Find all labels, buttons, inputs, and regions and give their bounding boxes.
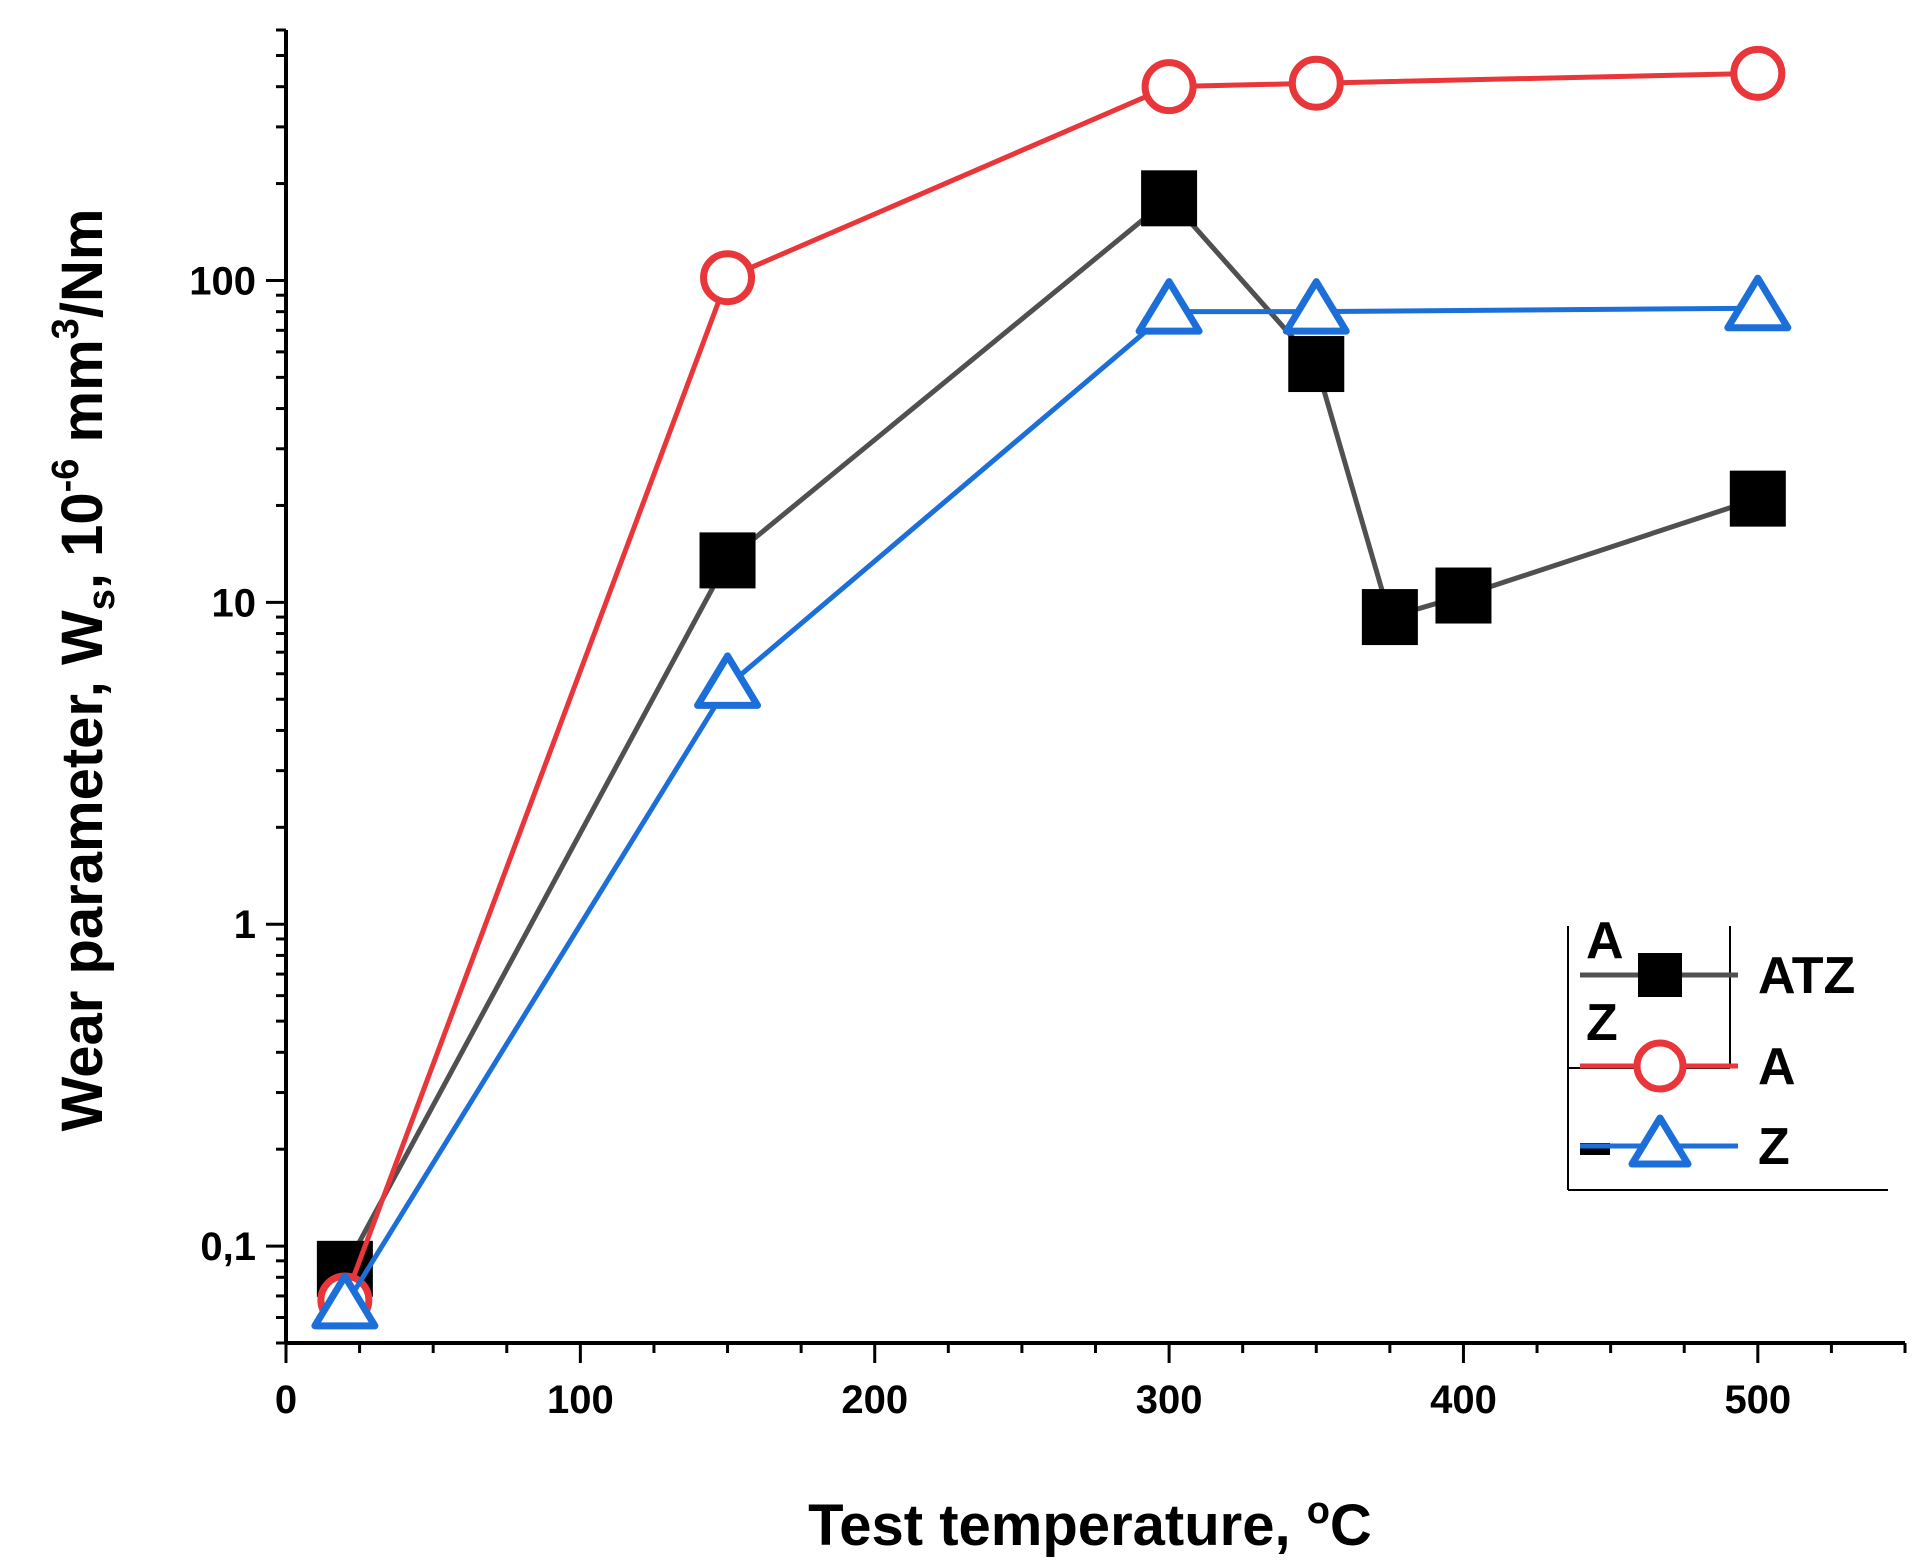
tick-labels: 0 100 200 300 400 500 0,1 1 10 100 <box>189 259 1791 1422</box>
series-line-z <box>342 305 1758 1308</box>
legend-marker-z <box>1628 1114 1692 1168</box>
data-point-a <box>700 250 756 306</box>
data-point-atz <box>1435 567 1492 624</box>
y-tick-label: 1 <box>234 903 256 947</box>
legend-label-atz: ATZ <box>1758 947 1855 1005</box>
legend: A Z ATZ A Z <box>1567 912 1888 1191</box>
data-point-z <box>1724 274 1792 332</box>
x-tick-label: 300 <box>1136 1378 1203 1422</box>
data-point-z <box>694 652 762 709</box>
data-point-z <box>311 1272 379 1330</box>
legend-entry-a: A <box>1580 1038 1796 1096</box>
x-tick-label: 500 <box>1724 1378 1791 1422</box>
legend-artifact-text: A <box>1586 912 1624 970</box>
y-axis-title: Wear parameter, Ws, 10-6 mm3/Nm <box>45 209 123 1132</box>
x-tick-label: 100 <box>547 1378 614 1422</box>
data-point-a <box>1141 59 1197 115</box>
x-tick-label: 400 <box>1430 1378 1497 1422</box>
x-axis-title: Test temperature, oC <box>808 1490 1372 1558</box>
legend-marker-a <box>1633 1039 1687 1093</box>
legend-label-z: Z <box>1758 1118 1790 1176</box>
data-point-atz <box>1729 470 1786 527</box>
legend-marker-atz <box>1638 953 1682 997</box>
data-point-atz <box>1141 170 1198 227</box>
series-layer <box>311 45 1792 1330</box>
axes-frame <box>266 28 1907 1363</box>
data-point-atz <box>1288 336 1345 393</box>
legend-entry-z: Z <box>1580 1114 1790 1176</box>
data-point-atz <box>1361 589 1418 646</box>
y-tick-label: 10 <box>212 581 257 625</box>
y-tick-label: 100 <box>189 259 256 303</box>
legend-label-a: A <box>1758 1038 1796 1096</box>
data-point-atz <box>699 532 756 589</box>
series-line-a <box>342 70 1758 1301</box>
data-point-a <box>1730 45 1786 101</box>
y-tick-label: 0,1 <box>200 1225 256 1269</box>
data-point-z <box>1282 278 1350 335</box>
x-tick-label: 200 <box>841 1378 908 1422</box>
data-point-z <box>1135 278 1203 335</box>
x-tick-label: 0 <box>275 1378 297 1422</box>
legend-artifact-text: Z <box>1586 994 1618 1052</box>
data-point-a <box>1288 55 1344 111</box>
legend-entry-atz: ATZ <box>1580 947 1855 1005</box>
